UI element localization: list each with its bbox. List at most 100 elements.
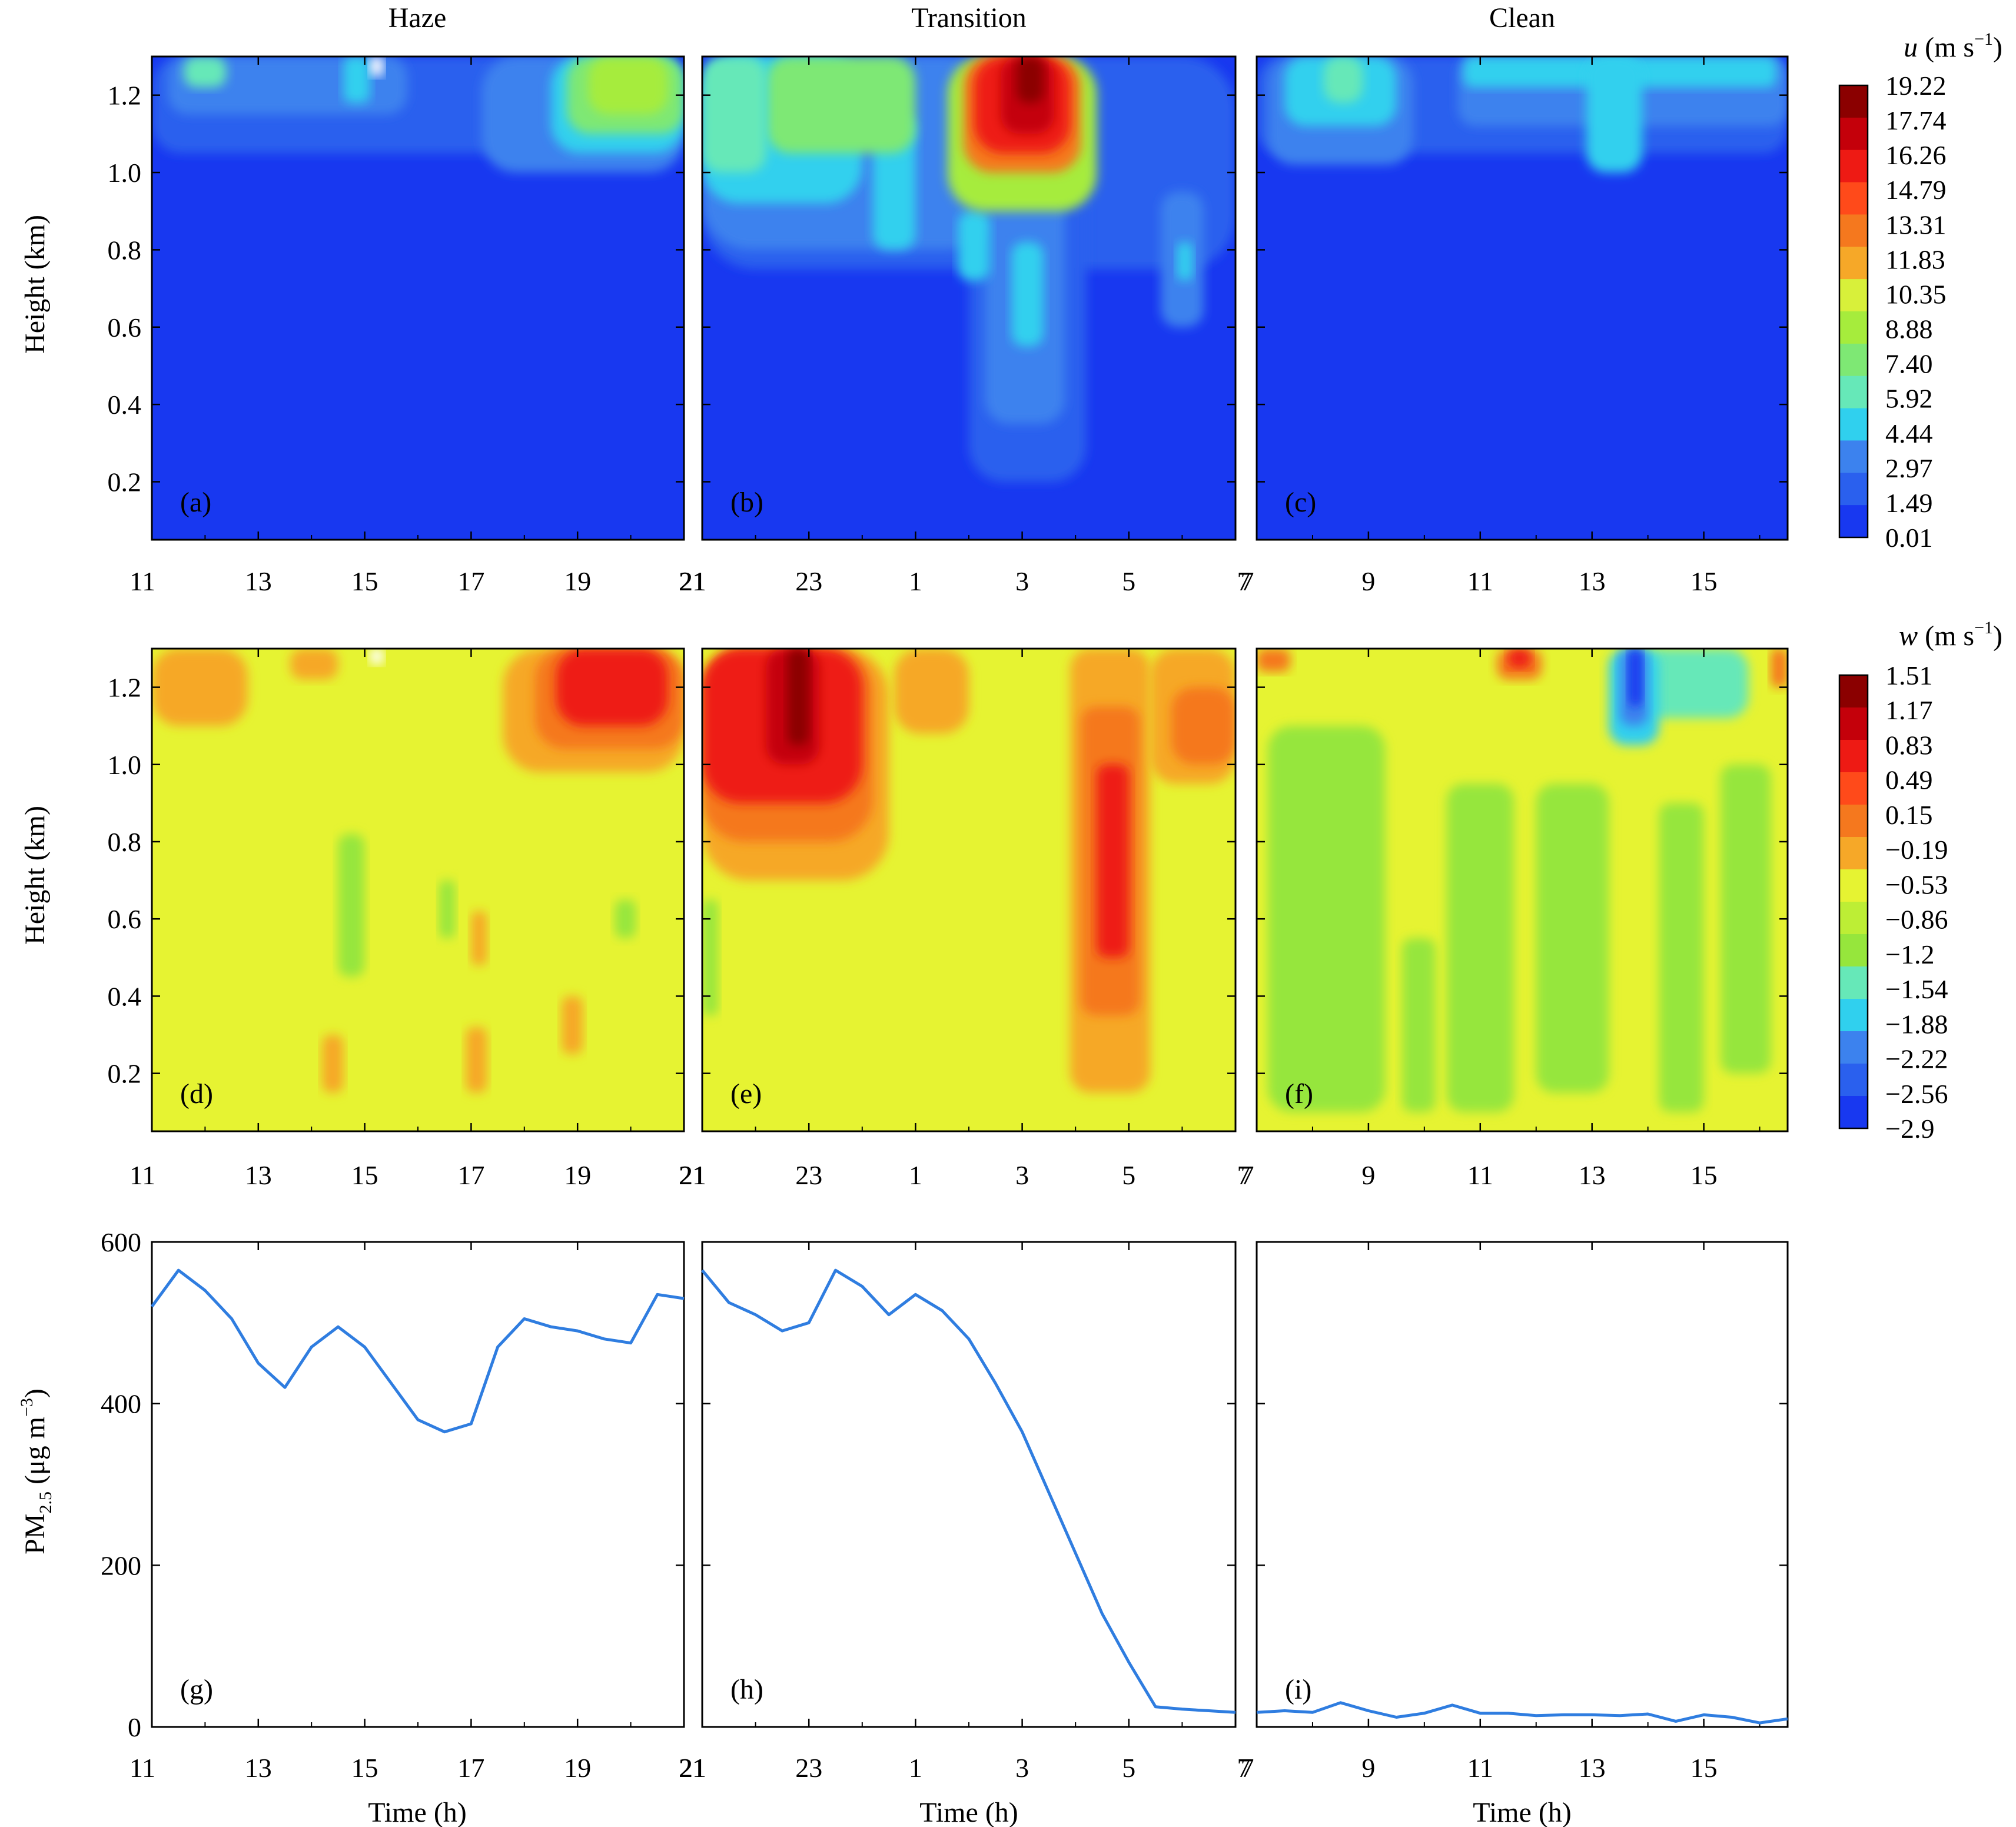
x-tick-label: 1 xyxy=(909,566,922,596)
colorbar-swatch xyxy=(1839,675,1868,708)
panel-frame xyxy=(1256,1241,1789,1728)
colorbar-level-label: 10.35 xyxy=(1885,279,1947,309)
y-tick-label: 1.0 xyxy=(108,750,142,780)
y-tick-label: 0.2 xyxy=(108,467,142,497)
panel-frame xyxy=(1256,647,1789,1132)
colorbar-w: 1.51 1.17 0.83 0.49 0.15 −0.19 −0.53 −0.86 −1.2 −… xyxy=(1838,660,1948,1144)
contour-region xyxy=(343,57,370,103)
colorbar-swatch xyxy=(1839,117,1868,151)
x-edge-label: 21 xyxy=(679,1753,706,1783)
panel-d: 0.2 0.4 0.6 0.8 1.0 1.2 13 15 17 19 11 21 (d) xyxy=(108,647,706,1190)
contour-region xyxy=(702,57,766,173)
colorbar-w-unit: (m s xyxy=(1918,620,1974,652)
contour-region xyxy=(615,899,636,938)
x-edge-label: 7 xyxy=(1241,1160,1254,1190)
colorbar-level-label: 5.92 xyxy=(1885,384,1933,414)
colorbar-swatch xyxy=(1839,966,1868,999)
colorbar-swatch xyxy=(1839,772,1868,805)
ylabel-pm25-close: ) xyxy=(19,1388,51,1398)
x-tick-label: 23 xyxy=(795,1160,822,1190)
colorbar-level-label: −2.22 xyxy=(1885,1044,1948,1074)
colorbar-swatch xyxy=(1839,182,1868,215)
x-edge-label: 21 xyxy=(679,1753,706,1783)
colorbar-frame xyxy=(1838,84,1869,539)
pm25-series-line xyxy=(1256,1701,1788,1725)
colorbar-swatch xyxy=(1839,505,1868,538)
colorbar-swatch xyxy=(1839,473,1868,506)
x-tick-label: 13 xyxy=(1579,1753,1606,1783)
colorbar-swatch xyxy=(1839,279,1868,312)
colorbar-u: 19.22 17.74 16.26 14.79 13.31 11.83 10.35 8.88 7… xyxy=(1838,71,1947,553)
column-title-haze: Haze xyxy=(388,2,447,34)
contour-region xyxy=(1017,57,1044,103)
colorbar-level-label: 1.49 xyxy=(1885,488,1933,518)
x-tick-label: 15 xyxy=(1690,1160,1718,1190)
colorbar-swatch xyxy=(1839,343,1868,377)
xlabel-transition: Time (h) xyxy=(919,1797,1018,1827)
y-tick-label: 0 xyxy=(128,1712,141,1742)
contour-region xyxy=(1636,649,1749,719)
colorbar-swatch xyxy=(1839,805,1868,838)
colorbar-w-sup: −1 xyxy=(1974,618,1993,637)
panel-label: (e) xyxy=(730,1078,762,1110)
colorbar-u-sup: −1 xyxy=(1974,29,1993,49)
x-tick-label: 9 xyxy=(1361,566,1375,596)
ylabel-pm25-main: PM xyxy=(19,1514,51,1554)
colorbar-level-label: −2.9 xyxy=(1885,1114,1934,1144)
panel-label: (a) xyxy=(180,487,211,518)
contour-region xyxy=(322,1035,344,1093)
contour-region xyxy=(1446,783,1514,1112)
x-tick-label: 13 xyxy=(1579,566,1606,596)
y-tick-label: 0.8 xyxy=(108,235,142,265)
colorbar-level-label: 7.40 xyxy=(1885,349,1933,379)
y-tick-label: 0.4 xyxy=(108,981,142,1011)
contour-region xyxy=(1011,242,1044,347)
x-edge-label: 21 xyxy=(679,566,706,596)
xlabel-haze: Time (h) xyxy=(368,1797,467,1827)
y-tick-label: 0.4 xyxy=(108,390,142,420)
contour-region xyxy=(1177,242,1193,281)
contour-region xyxy=(1267,726,1386,1112)
x-edge-label: 7 xyxy=(1241,1753,1254,1783)
y-tick-label: 200 xyxy=(101,1550,141,1580)
colorbar-level-label: 19.22 xyxy=(1885,71,1947,101)
colorbar-level-label: −1.2 xyxy=(1885,939,1934,969)
panel-label: (h) xyxy=(730,1674,763,1705)
x-edge-label: 11 xyxy=(129,566,155,596)
y-tick-label: 1.0 xyxy=(108,158,142,188)
x-tick-label: 3 xyxy=(1015,1753,1029,1783)
contour-region xyxy=(1508,649,1531,668)
colorbar-swatch xyxy=(1839,311,1868,344)
colorbar-swatch xyxy=(1839,1031,1868,1064)
contour-region xyxy=(152,649,248,726)
colorbar-level-label: −0.53 xyxy=(1885,869,1948,899)
y-tick-label: 0.8 xyxy=(108,827,142,857)
x-tick-label: 5 xyxy=(1122,1753,1135,1783)
colorbar-swatch xyxy=(1839,902,1868,935)
colorbar-level-label: 1.17 xyxy=(1885,695,1933,725)
colorbar-swatch xyxy=(1839,247,1868,280)
colorbar-level-label: 2.97 xyxy=(1885,453,1933,483)
colorbar-level-label: 0.49 xyxy=(1885,765,1933,795)
panel-label: (c) xyxy=(1285,487,1316,518)
colorbar-swatch xyxy=(1839,376,1868,409)
contour-region xyxy=(766,57,916,154)
panel-label: (g) xyxy=(180,1674,213,1705)
ylabel-height-row2: Height (km) xyxy=(19,806,51,945)
panel-f: 9 11 13 15 7 (f) xyxy=(1241,647,1789,1190)
contour-region xyxy=(466,1027,487,1093)
contour-region xyxy=(556,649,668,726)
colorbar-level-label: 4.44 xyxy=(1885,418,1933,449)
contour-region xyxy=(370,57,384,76)
ylabel-pm25: PM2.5 (μg m−3) xyxy=(17,1388,55,1554)
colorbar-swatch xyxy=(1839,408,1868,441)
panel-label: (f) xyxy=(1285,1078,1313,1110)
panel-label: (b) xyxy=(730,487,763,518)
colorbar-swatch xyxy=(1839,869,1868,902)
contour-region xyxy=(1257,649,1290,672)
contour-region xyxy=(370,649,384,665)
colorbar-level-label: −0.19 xyxy=(1885,835,1948,865)
y-tick-label: 0.2 xyxy=(108,1059,142,1089)
pm25-series-line xyxy=(150,1268,685,1434)
x-tick-label: 13 xyxy=(245,1160,272,1190)
